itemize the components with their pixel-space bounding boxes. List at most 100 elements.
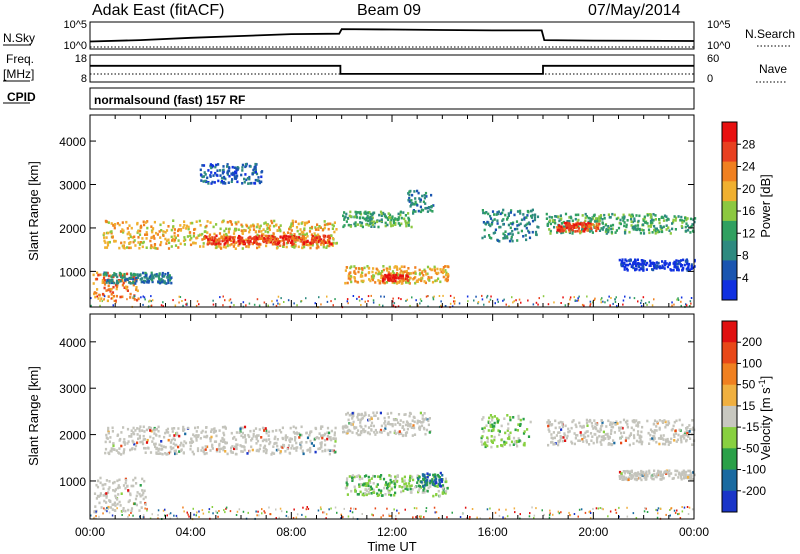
data-cell: [141, 477, 144, 481]
data-cell: [230, 446, 233, 450]
data-cell: [655, 261, 658, 264]
data-cell: [400, 216, 403, 220]
data-cell: [112, 444, 115, 448]
data-cell: [632, 266, 635, 270]
data-cell: [605, 229, 608, 232]
data-cell: [687, 469, 690, 473]
data-cell: [193, 434, 196, 438]
data-cell: [672, 476, 675, 480]
data-cell: [551, 219, 555, 222]
noise-cell: [689, 300, 692, 303]
data-cell: [689, 437, 692, 440]
data-cell: [184, 432, 187, 436]
data-cell: [120, 453, 123, 456]
data-cell: [582, 440, 585, 443]
noise-cell: [208, 508, 211, 511]
data-cell: [680, 438, 683, 442]
data-cell: [137, 274, 140, 278]
data-cell: [111, 297, 114, 300]
data-cell: [627, 476, 631, 480]
data-cell: [598, 434, 601, 438]
data-cell: [96, 485, 100, 489]
data-cell: [241, 225, 244, 228]
data-cell: [130, 429, 133, 432]
noise-cell: [149, 299, 151, 302]
scatter-region: [342, 210, 415, 229]
data-cell: [675, 266, 678, 269]
data-cell: [262, 446, 265, 450]
data-cell: [165, 239, 169, 242]
y-tick-label: 3000: [59, 179, 86, 193]
data-cell: [108, 279, 111, 282]
data-cell: [511, 239, 514, 243]
noise-cell: [264, 511, 266, 514]
data-cell: [356, 223, 359, 226]
data-cell: [596, 220, 599, 223]
data-cell: [516, 227, 519, 231]
data-cell: [420, 421, 423, 424]
data-cell: [635, 268, 638, 271]
data-cell: [185, 224, 188, 228]
data-cell: [175, 452, 178, 455]
data-cell: [526, 222, 529, 226]
data-cell: [225, 239, 228, 242]
data-cell: [364, 413, 367, 416]
data-cell: [362, 216, 365, 220]
data-cell: [276, 229, 279, 232]
data-cell: [368, 278, 371, 281]
data-cell: [201, 175, 204, 179]
data-cell: [343, 211, 346, 214]
data-cell: [423, 427, 426, 431]
data-cell: [107, 488, 110, 491]
data-cell: [126, 277, 129, 281]
noise-cell: [434, 511, 436, 514]
data-cell: [204, 448, 207, 451]
data-cell: [564, 225, 567, 229]
data-cell: [348, 413, 351, 417]
data-cell: [129, 292, 132, 296]
data-cell: [190, 441, 193, 444]
data-cell: [330, 438, 333, 442]
data-cell: [152, 428, 155, 432]
data-cell: [334, 440, 337, 443]
data-cell: [616, 422, 619, 425]
colorbar-tick-label: 50: [742, 378, 756, 392]
data-cell: [236, 168, 239, 171]
data-cell: [623, 268, 626, 271]
data-cell: [321, 425, 324, 428]
data-cell: [112, 275, 115, 279]
data-cell: [525, 216, 528, 219]
data-cell: [248, 230, 251, 234]
data-cell: [368, 418, 371, 421]
data-cell: [444, 477, 447, 481]
data-cell: [502, 237, 505, 240]
data-cell: [120, 444, 123, 448]
data-cell: [317, 226, 320, 230]
data-cell: [509, 211, 512, 214]
data-cell: [306, 436, 310, 440]
data-cell: [482, 430, 485, 433]
data-cell: [110, 447, 113, 450]
data-cell: [593, 419, 596, 422]
data-cell: [208, 242, 211, 245]
data-cell: [352, 420, 355, 424]
noise-cell: [527, 299, 529, 302]
data-cell: [422, 474, 425, 478]
data-cell: [390, 279, 393, 282]
data-cell: [351, 417, 354, 420]
data-cell: [563, 433, 566, 437]
data-cell: [396, 474, 399, 477]
data-cell: [408, 411, 412, 415]
data-cell: [173, 434, 176, 437]
data-cell: [333, 444, 336, 448]
data-cell: [322, 243, 325, 246]
data-cell: [114, 223, 117, 226]
data-cell: [278, 241, 281, 244]
data-cell: [332, 241, 335, 245]
noise-cell: [584, 511, 587, 514]
data-cell: [241, 166, 244, 169]
data-cell: [560, 231, 563, 235]
data-cell: [353, 222, 356, 226]
data-cell: [399, 419, 402, 422]
data-cell: [397, 413, 401, 416]
